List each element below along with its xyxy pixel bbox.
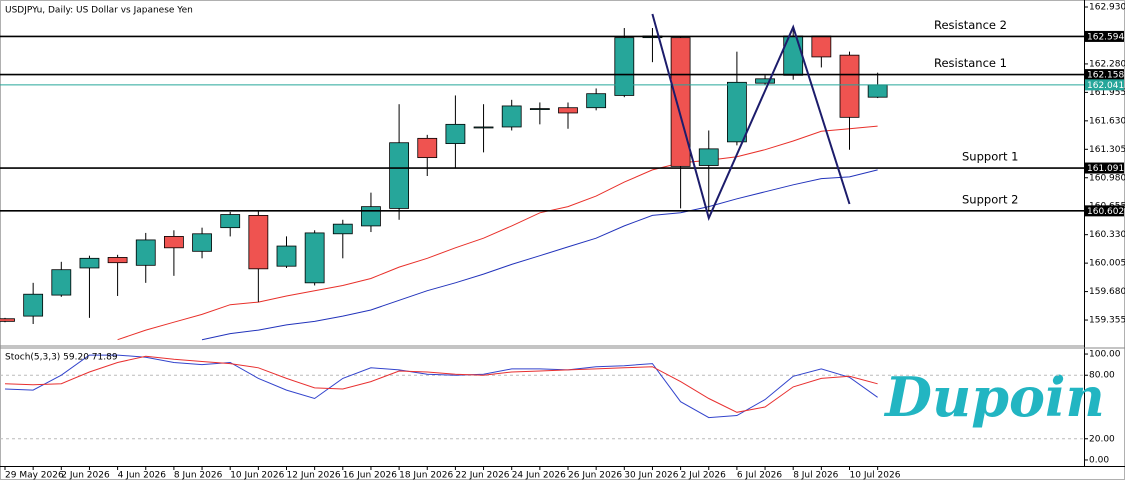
x-tick-label: 12 Jun 2026 bbox=[287, 471, 341, 480]
x-tick-label: 29 May 2026 bbox=[5, 471, 64, 480]
y-tick-label: 0.00 bbox=[1089, 455, 1109, 465]
candle-body bbox=[473, 126, 494, 129]
indicator-line bbox=[4, 355, 878, 413]
y-tick-label: 80.00 bbox=[1089, 371, 1115, 381]
candle-body bbox=[23, 293, 44, 317]
candle-body bbox=[220, 214, 241, 229]
candle-body bbox=[135, 239, 156, 266]
candle-body bbox=[501, 105, 522, 128]
y-tick-label: 161.630 bbox=[1089, 116, 1125, 126]
candle-body bbox=[51, 269, 72, 296]
y-tick-label: 161.955 bbox=[1089, 88, 1125, 98]
x-tick-label: 2 Jul 2026 bbox=[681, 471, 726, 480]
chart-title: USDJPYu, Daily: US Dollar vs Japanese Ye… bbox=[5, 6, 193, 16]
candle-body bbox=[163, 236, 184, 249]
x-tick-label: 24 Jun 2026 bbox=[512, 471, 566, 480]
indicator-line bbox=[4, 354, 878, 419]
price-tag bbox=[1085, 30, 1124, 42]
moving-average bbox=[201, 169, 878, 341]
candle-body bbox=[445, 123, 466, 145]
price-tag bbox=[1085, 205, 1124, 217]
candle-body bbox=[529, 108, 550, 110]
y-tick-label: 20.00 bbox=[1089, 434, 1115, 444]
x-tick-label: 10 Jun 2026 bbox=[230, 471, 284, 480]
logo: Dupoin bbox=[883, 365, 1105, 429]
level-label: Support 2 bbox=[962, 192, 1018, 206]
y-tick-label: 161.305 bbox=[1089, 145, 1125, 155]
x-tick-label: 30 Jun 2026 bbox=[624, 471, 678, 480]
price-tag bbox=[1085, 162, 1124, 174]
price-tag-label: 162.158 bbox=[1087, 71, 1124, 81]
candle-body bbox=[248, 215, 269, 270]
candle-body bbox=[867, 84, 888, 98]
candle-body bbox=[755, 78, 775, 84]
x-tick-label: 8 Jul 2026 bbox=[793, 471, 838, 480]
candle-body bbox=[698, 148, 719, 166]
y-tick-label: 159.680 bbox=[1089, 287, 1125, 297]
level-label: Support 1 bbox=[962, 150, 1018, 164]
candle-body bbox=[670, 37, 691, 167]
candle-body bbox=[727, 81, 747, 143]
candle-body bbox=[586, 93, 607, 109]
candle-body bbox=[276, 245, 297, 267]
candle-body bbox=[79, 257, 100, 269]
price-tag-label: 161.091 bbox=[1087, 164, 1124, 174]
x-tick-label: 16 Jun 2026 bbox=[343, 471, 397, 480]
w-pattern bbox=[651, 13, 851, 221]
y-tick-label: 160.330 bbox=[1089, 230, 1125, 240]
x-tick-label: 18 Jun 2026 bbox=[399, 471, 453, 480]
y-tick-label: 160.005 bbox=[1089, 259, 1125, 269]
candle-body bbox=[361, 206, 381, 227]
price-tag bbox=[1085, 79, 1124, 91]
x-tick-label: 8 Jun 2026 bbox=[174, 471, 223, 480]
candle-body bbox=[304, 232, 325, 284]
candle-body bbox=[811, 35, 832, 58]
y-tick-label: 160.980 bbox=[1089, 173, 1125, 183]
x-tick-label: 10 Jul 2026 bbox=[850, 471, 901, 480]
x-tick-label: 4 Jun 2026 bbox=[118, 471, 167, 480]
indicator-title: Stoch(5,3,3) 59.20 71.89 bbox=[5, 353, 118, 363]
candle-body bbox=[614, 37, 635, 96]
x-tick-label: 22 Jun 2026 bbox=[455, 471, 509, 480]
y-tick-label: 100.00 bbox=[1089, 350, 1121, 360]
x-tick-label: 6 Jul 2026 bbox=[737, 471, 782, 480]
candle-body bbox=[558, 107, 578, 114]
x-tick-label: 2 Jun 2026 bbox=[61, 471, 110, 480]
price-tag-label: 160.602 bbox=[1087, 207, 1124, 217]
price-tag-label: 162.594 bbox=[1087, 32, 1124, 42]
candle-body bbox=[192, 233, 212, 252]
candle-body bbox=[332, 223, 353, 235]
y-tick-label: 162.280 bbox=[1089, 59, 1125, 69]
candle-body bbox=[107, 257, 128, 264]
moving-average bbox=[117, 125, 878, 341]
x-tick-label: 26 Jun 2026 bbox=[568, 471, 622, 480]
candle-body bbox=[0, 318, 15, 322]
candle-body bbox=[839, 54, 860, 118]
price-tag-label: 162.041 bbox=[1087, 81, 1124, 91]
level-label: Resistance 2 bbox=[934, 18, 1007, 32]
candle-body bbox=[389, 142, 410, 209]
y-tick-label: 162.930 bbox=[1089, 3, 1125, 13]
y-tick-label: 159.355 bbox=[1089, 316, 1125, 326]
price-tag bbox=[1085, 69, 1124, 81]
candle-body bbox=[417, 137, 438, 159]
level-label: Resistance 1 bbox=[934, 56, 1007, 70]
